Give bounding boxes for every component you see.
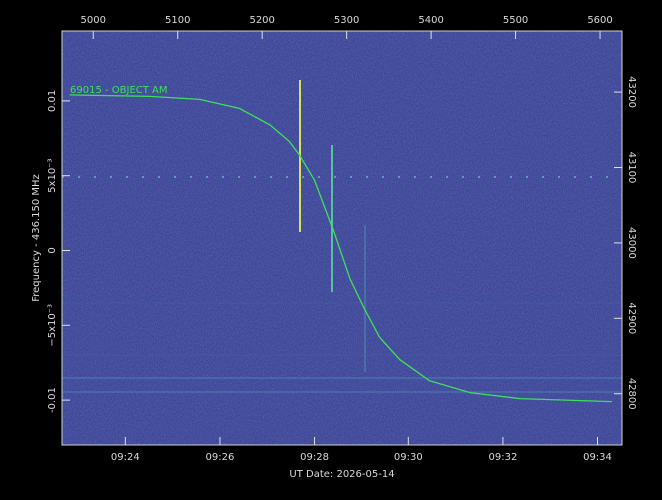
x-bottom-tick-label: 09:30	[394, 452, 423, 463]
x-bottom-tick-label: 09:32	[488, 452, 517, 463]
y2-tick-label: 43100	[626, 152, 637, 184]
x-bottom-tick-label: 09:26	[206, 452, 235, 463]
x-top-tick-label: 5300	[334, 15, 359, 26]
x-bottom-tick-label: 09:28	[300, 452, 329, 463]
x-top-tick-label: 5500	[503, 15, 528, 26]
y-tick-label: 0	[47, 247, 58, 253]
y2-tick-label: 43200	[626, 76, 637, 108]
plot-frame	[61, 30, 623, 446]
y-tick-label: 0.01	[47, 90, 58, 112]
x-bottom-tick-label: 09:34	[583, 452, 612, 463]
interference	[62, 80, 622, 393]
y2-tick-label: 43000	[626, 227, 637, 259]
x-bottom-tick-label: 09:24	[111, 452, 140, 463]
annotation: 69015 - OBJECT AM	[70, 85, 168, 96]
y-tick-label: −5x10⁻³	[47, 304, 58, 347]
y-axis-label: Frequency - 436.150 MHz	[31, 174, 42, 302]
curve	[69, 94, 612, 403]
noise	[62, 31, 622, 445]
y2-tick-label: 42800	[626, 378, 637, 410]
x-top-tick-label: 5400	[418, 15, 443, 26]
x-axis-label: UT Date: 2026-05-14	[289, 469, 394, 480]
y-tick-label: -0.01	[47, 387, 58, 413]
x-top-tick-label: 5200	[249, 15, 274, 26]
y-tick-label: 5x10⁻³	[47, 159, 58, 193]
x-top-tick-label: 5600	[587, 15, 612, 26]
y2-tick-label: 42900	[626, 302, 637, 334]
x-top-tick-label: 5100	[165, 15, 190, 26]
x-top-tick-label: 5000	[81, 15, 106, 26]
